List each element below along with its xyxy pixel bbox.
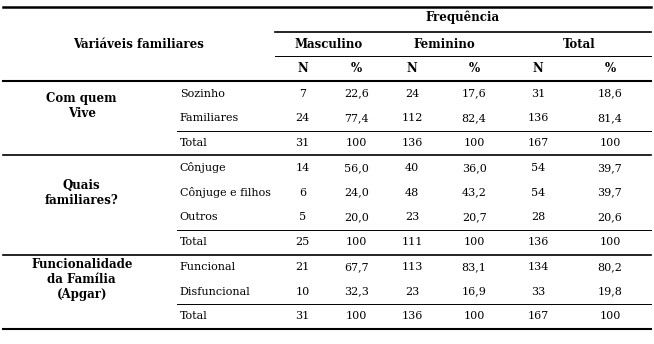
Text: 33: 33 <box>531 287 545 297</box>
Text: 36,0: 36,0 <box>462 163 487 173</box>
Text: 40: 40 <box>405 163 419 173</box>
Text: 100: 100 <box>346 311 367 322</box>
Text: %: % <box>604 62 615 75</box>
Text: Variáveis familiares: Variáveis familiares <box>73 37 205 51</box>
Text: 6: 6 <box>299 187 306 198</box>
Text: 54: 54 <box>531 187 545 198</box>
Text: Funcionalidade
da Família
(Apgar): Funcionalidade da Família (Apgar) <box>31 258 133 301</box>
Text: 10: 10 <box>296 287 309 297</box>
Text: 113: 113 <box>402 262 422 272</box>
Text: 21: 21 <box>296 262 309 272</box>
Text: 24,0: 24,0 <box>344 187 369 198</box>
Text: Outros: Outros <box>180 212 218 223</box>
Text: 100: 100 <box>599 311 621 322</box>
Text: Sozinho: Sozinho <box>180 88 225 99</box>
Text: %: % <box>351 62 362 75</box>
Text: N: N <box>297 62 308 75</box>
Text: 17,6: 17,6 <box>462 88 487 99</box>
Text: 14: 14 <box>296 163 309 173</box>
Text: 100: 100 <box>346 237 367 247</box>
Text: 136: 136 <box>402 311 422 322</box>
Text: Total: Total <box>180 311 207 322</box>
Text: Disfuncional: Disfuncional <box>180 287 250 297</box>
Text: 100: 100 <box>599 138 621 148</box>
Text: Feminino: Feminino <box>414 37 475 51</box>
Text: 31: 31 <box>296 138 309 148</box>
Text: 25: 25 <box>296 237 309 247</box>
Text: 77,4: 77,4 <box>344 113 369 123</box>
Text: 19,8: 19,8 <box>597 287 623 297</box>
Text: 16,9: 16,9 <box>462 287 487 297</box>
Text: 24: 24 <box>296 113 309 123</box>
Text: Cônjuge: Cônjuge <box>180 162 226 173</box>
Text: Total: Total <box>180 237 207 247</box>
Text: 167: 167 <box>527 311 549 322</box>
Text: 136: 136 <box>402 138 422 148</box>
Text: 136: 136 <box>527 237 549 247</box>
Text: Masculino: Masculino <box>294 37 363 51</box>
Text: 20,7: 20,7 <box>462 212 487 223</box>
Text: 111: 111 <box>402 237 422 247</box>
Text: 100: 100 <box>464 138 485 148</box>
Text: 83,1: 83,1 <box>462 262 487 272</box>
Text: 24: 24 <box>405 88 419 99</box>
Text: Total: Total <box>180 138 207 148</box>
Text: N: N <box>407 62 417 75</box>
Text: Total: Total <box>562 37 595 51</box>
Text: 100: 100 <box>464 237 485 247</box>
Text: 31: 31 <box>531 88 545 99</box>
Text: Com quem
Vive: Com quem Vive <box>46 92 117 120</box>
Text: 39,7: 39,7 <box>598 187 622 198</box>
Text: Funcional: Funcional <box>180 262 236 272</box>
Text: 43,2: 43,2 <box>462 187 487 198</box>
Text: 56,0: 56,0 <box>344 163 369 173</box>
Text: 28: 28 <box>531 212 545 223</box>
Text: 48: 48 <box>405 187 419 198</box>
Text: 18,6: 18,6 <box>597 88 623 99</box>
Text: 80,2: 80,2 <box>597 262 623 272</box>
Text: 100: 100 <box>464 311 485 322</box>
Text: 23: 23 <box>405 287 419 297</box>
Text: 32,3: 32,3 <box>344 287 369 297</box>
Text: Cônjuge e filhos: Cônjuge e filhos <box>180 187 271 198</box>
Text: 82,4: 82,4 <box>462 113 487 123</box>
Text: Frequência: Frequência <box>426 11 500 24</box>
Text: 7: 7 <box>299 88 306 99</box>
Text: 22,6: 22,6 <box>344 88 369 99</box>
Text: 67,7: 67,7 <box>344 262 369 272</box>
Text: 134: 134 <box>527 262 549 272</box>
Text: 39,7: 39,7 <box>598 163 622 173</box>
Text: 23: 23 <box>405 212 419 223</box>
Text: 167: 167 <box>527 138 549 148</box>
Text: 20,0: 20,0 <box>344 212 369 223</box>
Text: %: % <box>468 62 480 75</box>
Text: 5: 5 <box>299 212 306 223</box>
Text: 100: 100 <box>346 138 367 148</box>
Text: N: N <box>532 62 543 75</box>
Text: 100: 100 <box>599 237 621 247</box>
Text: 136: 136 <box>527 113 549 123</box>
Text: Familiares: Familiares <box>180 113 239 123</box>
Text: 81,4: 81,4 <box>597 113 623 123</box>
Text: 54: 54 <box>531 163 545 173</box>
Text: 112: 112 <box>402 113 422 123</box>
Text: Quais
familiares?: Quais familiares? <box>45 179 118 207</box>
Text: 31: 31 <box>296 311 309 322</box>
Text: 20,6: 20,6 <box>597 212 623 223</box>
